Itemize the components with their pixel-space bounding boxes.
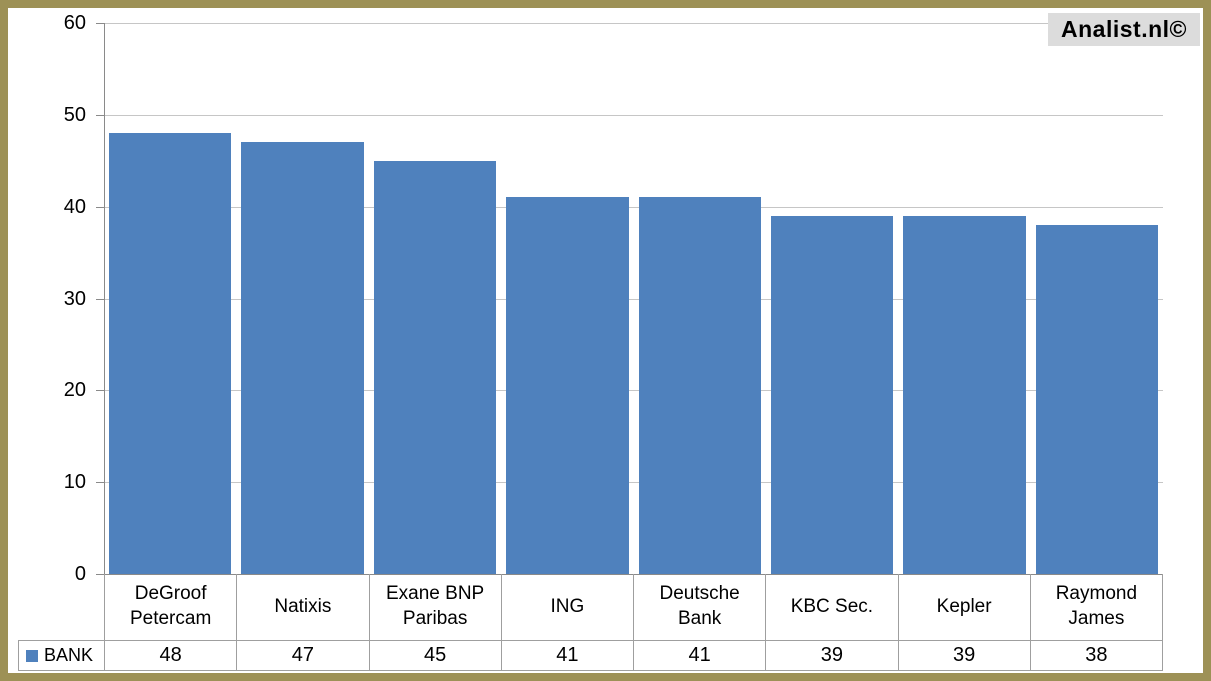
bar-slot [1031,23,1163,574]
category-label: Exane BNP Paribas [370,574,502,640]
x-axis-line [96,574,1163,575]
legend-swatch-icon [26,649,38,662]
bar-natixis [241,142,364,574]
table-value: 41 [502,640,634,671]
table-value: 39 [899,640,1031,671]
chart-canvas: 0 10 20 30 40 50 60 DeGroof Petercam Natixis Exa… [8,8,1203,673]
y-axis-line [104,23,105,574]
gridline-20 [104,390,1163,391]
category-label: Kepler [899,574,1031,640]
bar-slot [104,23,236,574]
y-tick-label: 50 [63,104,86,126]
category-label: Raymond James [1031,574,1163,640]
table-border-top [18,640,1163,641]
y-tick-40 [96,207,105,208]
y-tick-10 [96,482,105,483]
gridline-50 [104,115,1163,116]
category-label: ING [502,574,634,640]
plot-area [104,23,1163,574]
y-tick-label: 20 [63,379,86,401]
legend-label: BANK [44,645,94,665]
y-tick-60 [96,23,105,24]
y-tick-label: 0 [74,563,86,585]
y-tick-label: 40 [63,196,86,218]
bar-raymond-james [1035,225,1158,574]
y-tick-label: 10 [63,471,86,493]
y-tick-30 [96,299,105,300]
category-label: KBC Sec. [766,574,899,640]
gridline-60 [104,23,1163,24]
y-tick-label: 60 [63,12,86,34]
table-value: 41 [634,640,767,671]
bars-container [104,23,1163,574]
table-value: 48 [105,640,238,671]
bar-degroof-petercam [109,133,232,574]
legend-cell: BANK [18,640,104,671]
y-tick-0 [96,574,105,575]
y-tick-label: 30 [63,288,86,310]
bar-slot [766,23,898,574]
table-value: 39 [766,640,899,671]
table-value: 45 [370,640,502,671]
watermark-badge: Analist.nl© [1048,13,1200,46]
gridline-40 [104,207,1163,208]
data-table-row: 48 47 45 41 41 39 39 38 [104,640,1163,671]
gridline-30 [104,299,1163,300]
category-label: DeGroof Petercam [105,574,238,640]
bar-slot [634,23,766,574]
bar-kbc-sec- [770,215,894,574]
bar-ing [506,197,629,574]
category-label: Natixis [237,574,370,640]
category-row: DeGroof Petercam Natixis Exane BNP Paribas… [104,574,1163,640]
table-value: 38 [1031,640,1163,671]
table-border-bottom [18,670,1163,671]
y-tick-20 [96,390,105,391]
bar-slot [501,23,633,574]
bar-slot [369,23,501,574]
bar-exane-bnp-paribas [373,160,497,574]
bar-slot [898,23,1030,574]
table-value: 47 [237,640,370,671]
bar-deutsche-bank [638,197,761,574]
bar-kepler [903,215,1026,574]
y-tick-50 [96,115,105,116]
gridline-10 [104,482,1163,483]
bar-slot [236,23,368,574]
category-label: Deutsche Bank [634,574,767,640]
